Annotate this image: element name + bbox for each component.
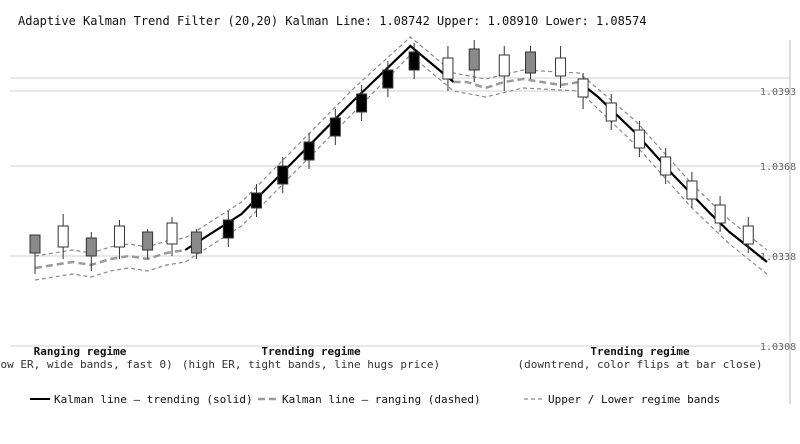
candle-body xyxy=(382,69,394,89)
candle xyxy=(329,109,341,145)
candle xyxy=(29,234,41,274)
y-tick-label: 1.0308 xyxy=(760,342,796,353)
candle-body xyxy=(525,51,537,74)
candle xyxy=(605,94,617,130)
candle xyxy=(633,121,645,157)
candle xyxy=(166,217,178,256)
candle-body xyxy=(442,57,454,80)
kalman-trending-segment xyxy=(184,44,455,251)
candle xyxy=(57,214,69,259)
candle-body xyxy=(303,141,315,161)
regime-bands xyxy=(34,36,768,281)
grid xyxy=(10,40,791,404)
kalman-ranging-segment xyxy=(453,77,580,90)
candle xyxy=(250,184,262,217)
candle xyxy=(190,229,202,259)
candle xyxy=(356,85,368,121)
candle xyxy=(442,46,454,91)
candle xyxy=(382,61,394,97)
candle-body xyxy=(190,231,202,254)
candle-body xyxy=(577,78,589,98)
candle xyxy=(468,40,480,82)
candle xyxy=(686,172,698,208)
candle-body xyxy=(329,117,341,137)
candle-body xyxy=(277,165,289,185)
y-axis: 1.0393 1.0368 1.0338 1.0308 xyxy=(760,87,796,353)
candle-body xyxy=(222,219,234,239)
candle-body xyxy=(166,222,178,245)
candle xyxy=(498,46,510,91)
annotation-subtitle: (low ER, wide bands, fast 0) xyxy=(0,358,173,371)
indicator-title: Adaptive Kalman Trend Filter (20,20) Kal… xyxy=(18,14,647,28)
candle-body xyxy=(555,57,567,77)
chart-header: Adaptive Kalman Trend Filter (20,20) Kal… xyxy=(0,0,800,44)
candle xyxy=(555,46,567,88)
candle xyxy=(85,232,97,271)
candle-body xyxy=(498,54,510,77)
annotation-subtitle: (high ER, tight bands, line hugs price) xyxy=(182,358,440,371)
candle xyxy=(113,220,125,259)
y-tick-label: 1.0338 xyxy=(760,252,796,263)
legend-label: Kalman line — trending (solid) xyxy=(54,393,253,406)
candle-body xyxy=(408,51,420,71)
candle-body xyxy=(250,192,262,209)
candle-body xyxy=(113,225,125,248)
candle-body xyxy=(742,225,754,245)
regime-annotations: Ranging regime(low ER, wide bands, fast … xyxy=(0,345,763,371)
candle-body xyxy=(57,225,69,248)
candle-body xyxy=(356,93,368,113)
candle-body xyxy=(29,234,41,254)
candle xyxy=(277,157,289,193)
candle xyxy=(142,229,154,259)
candle-body xyxy=(468,48,480,71)
candle-body xyxy=(85,237,97,257)
candle xyxy=(577,73,589,109)
y-tick-label: 1.0393 xyxy=(760,87,796,98)
legend-label: Kalman line — ranging (dashed) xyxy=(282,393,481,406)
annotation-title: Ranging regime xyxy=(34,345,127,358)
annotation-title: Trending regime xyxy=(261,345,361,358)
candle xyxy=(714,196,726,232)
candle xyxy=(408,43,420,79)
candle xyxy=(525,46,537,79)
candle-body xyxy=(714,204,726,224)
candles xyxy=(29,40,754,274)
legend: Kalman line — trending (solid) Kalman lin… xyxy=(30,393,720,406)
y-tick-label: 1.0368 xyxy=(760,162,796,173)
candle xyxy=(660,148,672,184)
lower-band xyxy=(34,54,768,281)
legend-label: Upper / Lower regime bands xyxy=(548,393,720,406)
candle-body xyxy=(660,156,672,176)
candle-body xyxy=(605,102,617,122)
candle-body xyxy=(633,129,645,149)
candle xyxy=(742,217,754,253)
annotation-title: Trending regime xyxy=(590,345,690,358)
candle xyxy=(222,211,234,247)
candle xyxy=(303,133,315,169)
candle-body xyxy=(142,231,154,251)
upper-band xyxy=(34,36,768,257)
candle-body xyxy=(686,180,698,200)
annotation-subtitle: (downtrend, color flips at bar close) xyxy=(517,358,762,371)
